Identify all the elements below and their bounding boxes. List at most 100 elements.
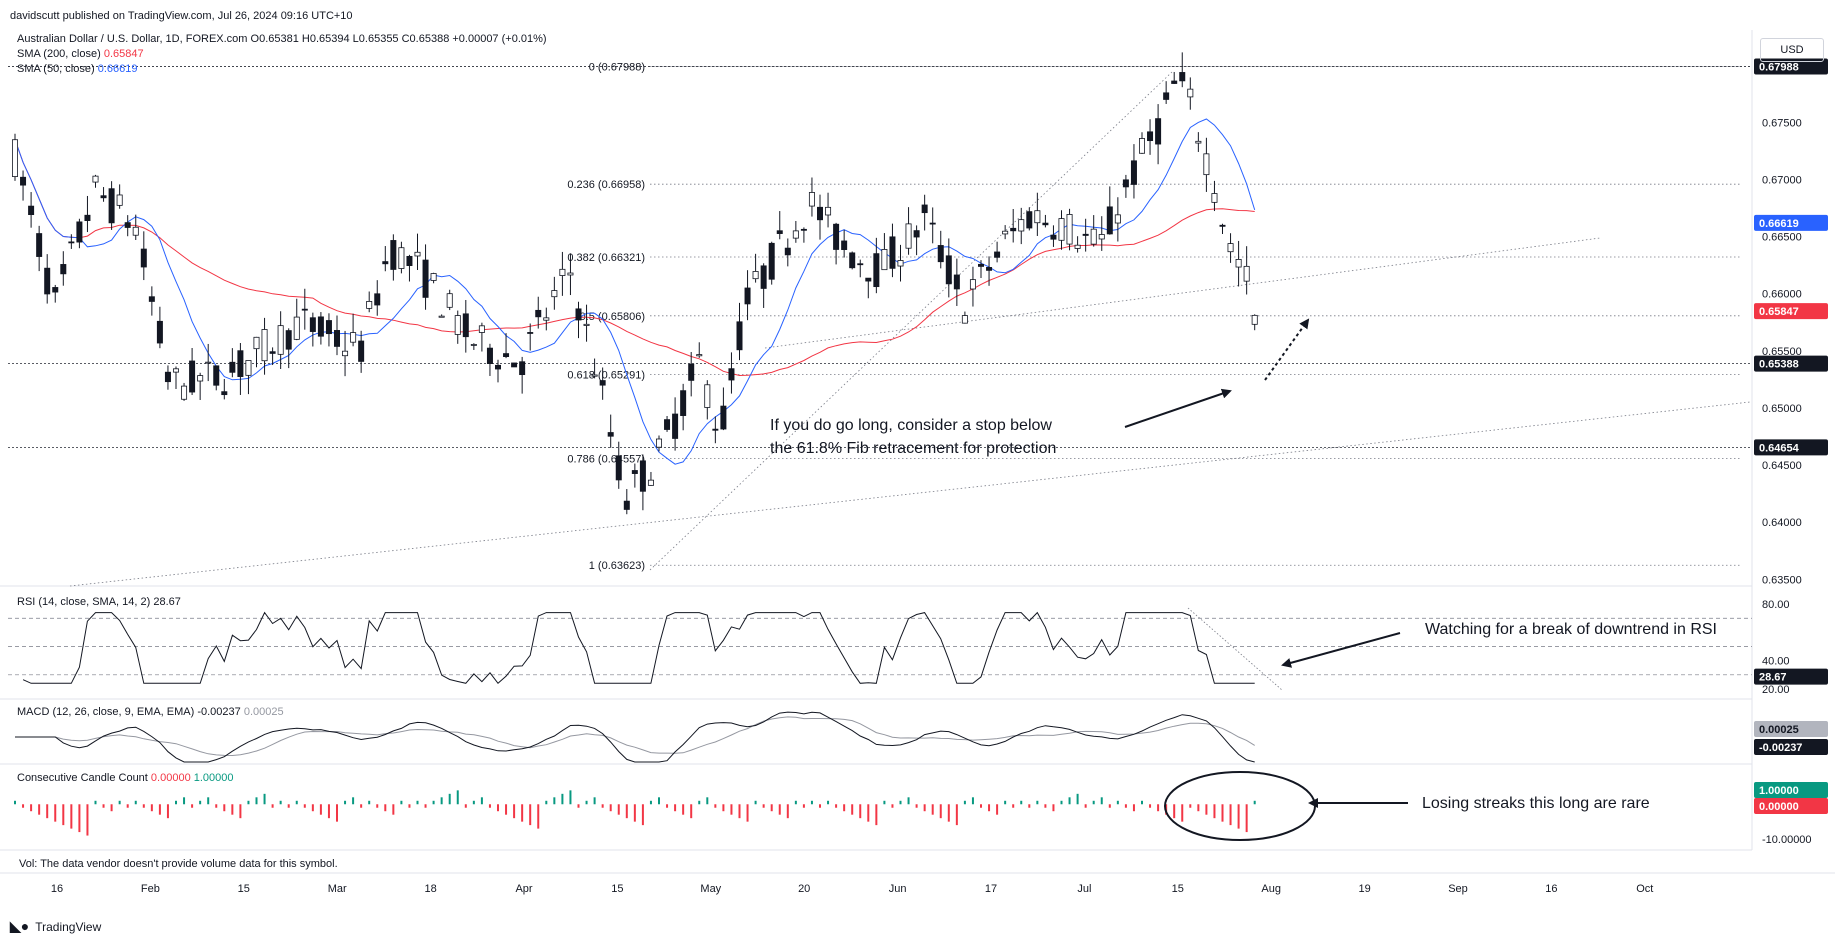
candle-body [1090, 228, 1097, 245]
candle-body [52, 287, 59, 293]
ccc-value-2: 1.00000 [193, 772, 234, 784]
sma50-label: SMA (50, close) [17, 63, 95, 75]
time-tick-label: Jun [889, 883, 907, 895]
candle-body [688, 363, 695, 381]
candle-body [994, 251, 1001, 258]
candle-body [881, 249, 888, 271]
rsi-arrow [1281, 632, 1401, 668]
upper-trendline [764, 237, 1601, 349]
candle-body [116, 194, 123, 206]
candle-body [84, 214, 91, 221]
candle-body [414, 251, 421, 257]
price-badge [1754, 214, 1828, 231]
candle-body [60, 264, 67, 275]
candle-body [511, 362, 518, 368]
candle-body [1195, 140, 1202, 144]
candle-body [937, 245, 944, 263]
ccc-badge [1754, 798, 1828, 814]
candle-body [1098, 234, 1105, 240]
price-tick-label: 0.64000 [1762, 517, 1802, 529]
candle-body [817, 206, 824, 221]
candle-body [1002, 230, 1009, 235]
candle-body [1122, 179, 1129, 188]
candle-body [567, 272, 574, 276]
ccc-value-1: 0.00000 [150, 772, 191, 784]
currency-button[interactable]: USD [1760, 38, 1824, 62]
fib-level-label: 0.382 (0.66321) [567, 252, 645, 264]
candle-body [1018, 219, 1025, 232]
macd-label: MACD (12, 26, close, 9, EMA, EMA) [17, 706, 195, 718]
sma50-value: 0.66619 [97, 63, 138, 75]
candle-body [849, 252, 856, 269]
candle-body [1219, 224, 1226, 227]
candle-body [720, 405, 727, 430]
candle-body [1203, 153, 1210, 176]
candle-body [1114, 214, 1121, 224]
time-tick-label: Oct [1636, 883, 1653, 895]
candle-body [672, 413, 679, 439]
fib-level-label: 1 (0.63623) [589, 560, 645, 572]
upside-projection-arrow [1264, 318, 1310, 381]
candle-body [800, 228, 807, 231]
candle-body [599, 380, 606, 386]
candle-body [1034, 210, 1041, 224]
candle-body [1179, 72, 1186, 82]
candle-body [623, 500, 630, 510]
candle-body [825, 206, 832, 216]
candle-body [1026, 211, 1033, 229]
candle-body [696, 354, 703, 357]
time-tick-label: Aug [1261, 883, 1281, 895]
macd-value-2: 0.00025 [243, 706, 284, 718]
candle-body [164, 371, 171, 383]
macd-value-1: -0.00237 [197, 706, 241, 718]
price-tick-label: 0.67500 [1762, 117, 1802, 129]
price-tick-label: 0.66500 [1762, 232, 1802, 244]
candle-body [197, 375, 204, 382]
time-tick-label: Apr [515, 883, 532, 895]
fib-level-label: 0 (0.67988) [589, 62, 645, 74]
stop-arrow [1124, 388, 1232, 428]
candle-body [978, 263, 985, 267]
price-badge [1754, 355, 1828, 372]
candle-body [1235, 259, 1242, 268]
fib-level-label: 0.5 (0.65806) [580, 311, 645, 323]
candle-body [784, 247, 791, 256]
symbol-legend: Australian Dollar / U.S. Dollar, 1D, FOR… [17, 33, 547, 45]
tradingview-logo[interactable]: ◣● TradingView [10, 918, 101, 935]
candle-body [656, 438, 663, 448]
macd-signal-line [15, 716, 1255, 757]
tradingview-logo-icon: ◣● [10, 918, 30, 934]
candle-body [551, 290, 558, 298]
candle-body [366, 301, 373, 309]
candle-body [575, 308, 582, 321]
fib-level-label: 0.236 (0.66958) [567, 179, 645, 191]
candle-body [261, 329, 268, 362]
candle-body [221, 391, 228, 396]
time-tick-label: Sep [1448, 883, 1468, 895]
candle-body [1243, 265, 1250, 282]
price-tick-label: 0.65000 [1762, 403, 1802, 415]
candle-body [446, 293, 453, 308]
time-tick-label: Jul [1077, 883, 1091, 895]
candle-body [905, 223, 912, 249]
candle-body [704, 384, 711, 408]
macd-badge [1754, 739, 1828, 755]
candle-body [140, 248, 147, 268]
candle-body [462, 313, 469, 338]
rsi-downtrend-line [1187, 607, 1283, 691]
candle-body [333, 330, 340, 347]
candle-body [1050, 234, 1057, 240]
candle-body [535, 309, 542, 318]
candle-body [768, 242, 775, 280]
fib-anchor-line [649, 71, 1173, 571]
candle-body [438, 315, 445, 318]
candle-body [945, 255, 952, 285]
candle-body [1106, 206, 1113, 235]
price-badge-label: 0.64654 [1759, 442, 1800, 454]
price-badge-label: 0.66619 [1759, 218, 1799, 230]
candle-body [1187, 88, 1194, 98]
candle-body [470, 344, 477, 346]
candle-body [833, 223, 840, 250]
rsi-label: RSI (14, close, SMA, 14, 2) [17, 596, 151, 608]
